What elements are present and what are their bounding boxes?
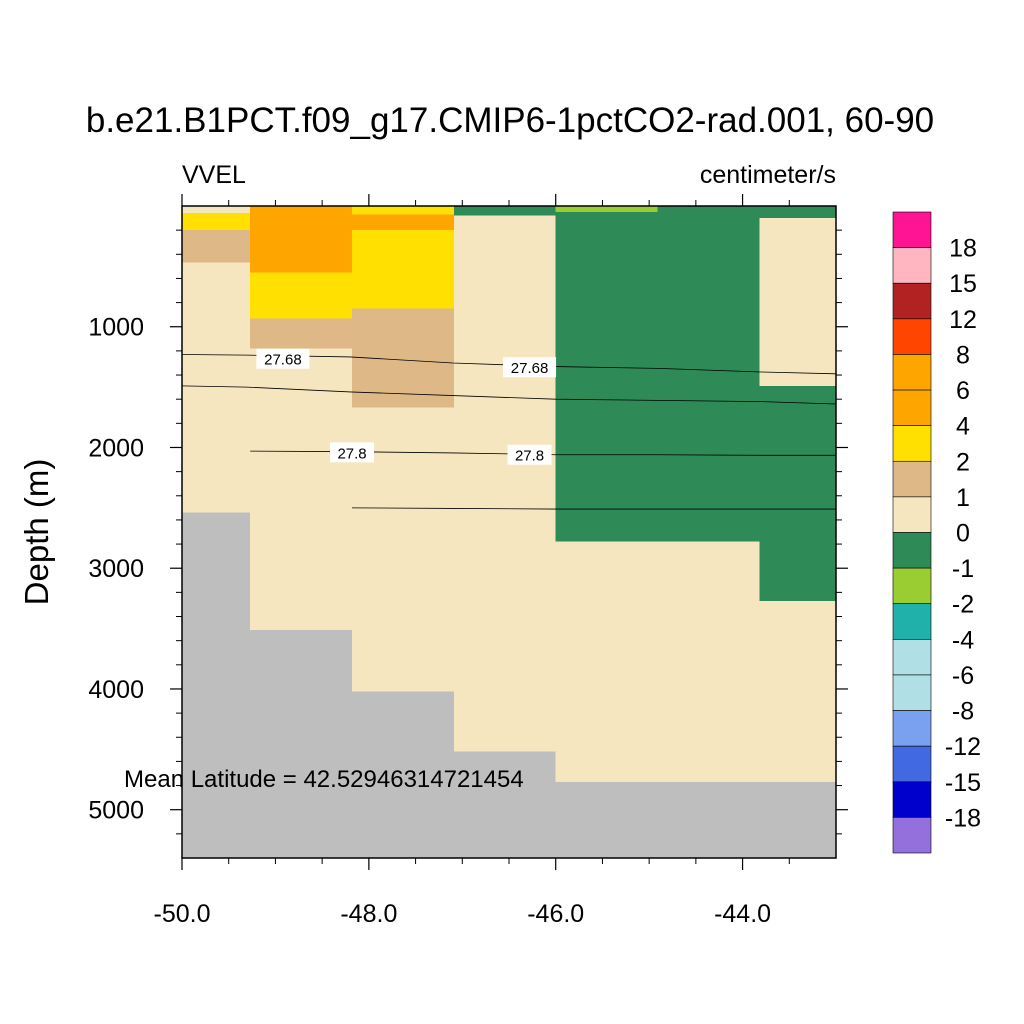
data-cell <box>453 215 556 752</box>
y-axis-label: Depth (m) <box>18 459 55 606</box>
data-cell <box>352 691 454 858</box>
contour-line <box>181 385 837 405</box>
colorbar-box <box>892 247 932 284</box>
contour-line <box>352 507 836 510</box>
colorbar-label: -18 <box>945 804 981 832</box>
colorbar-box <box>892 817 932 854</box>
data-cell <box>250 272 353 319</box>
colorbar-label: 2 <box>956 448 970 476</box>
colorbar-box <box>892 389 932 426</box>
colorbar-label: -8 <box>952 698 974 726</box>
data-cell <box>555 541 658 782</box>
x-tick-label: -46.0 <box>527 900 584 928</box>
y-tick-label: 4000 <box>88 676 144 704</box>
y-tick-label: 3000 <box>88 555 144 583</box>
data-cell <box>182 512 251 858</box>
variable-label: VVEL <box>182 161 246 189</box>
data-cell <box>352 230 454 309</box>
x-tick-label: -50.0 <box>154 900 211 928</box>
colorbar-box <box>892 781 932 818</box>
data-cell <box>182 230 251 263</box>
data-cell <box>182 213 251 231</box>
colorbar-label: -2 <box>952 591 974 619</box>
y-tick-label: 2000 <box>88 434 144 462</box>
y-tick-label: 1000 <box>88 314 144 342</box>
colorbar-box <box>892 496 932 533</box>
data-cell <box>759 781 836 858</box>
contour-label-bg <box>507 444 552 465</box>
colorbar-label: -15 <box>945 769 981 797</box>
colorbar-box <box>892 282 932 320</box>
data-cell <box>250 348 353 630</box>
data-cell <box>250 318 353 349</box>
data-cell <box>182 206 251 214</box>
data-cell <box>759 385 836 601</box>
x-tick-label: -44.0 <box>714 900 771 928</box>
colorbar-box <box>892 460 932 498</box>
colorbar-box <box>892 567 932 605</box>
data-cell <box>250 629 353 858</box>
contour-label-bg <box>330 442 375 463</box>
colorbar: 18 15 12 8 6 4 2 1 0 -1 -2 -4 -6 -8 -12 -15 -18 <box>892 211 981 854</box>
colorbar-label: -4 <box>952 626 974 654</box>
colorbar-label: 12 <box>949 306 977 334</box>
data-cell <box>352 206 454 215</box>
colorbar-box <box>892 354 932 391</box>
y-tick-label: 5000 <box>88 797 144 825</box>
axis-ticks: -50.0 -48.0 -46.0 -44.0 1000 2000 3000 4000 5000 <box>88 194 848 928</box>
colorbar-label: 1 <box>956 484 970 512</box>
units-label: centimeter/s <box>700 161 836 189</box>
data-cell <box>250 206 353 273</box>
colorbar-label: -6 <box>952 662 974 690</box>
contour-label-bg <box>503 357 557 378</box>
colorbar-box <box>892 674 932 711</box>
colorbar-label: 0 <box>956 520 970 548</box>
colorbar-box <box>892 211 932 248</box>
data-cell <box>759 206 836 219</box>
data-cell <box>453 206 556 216</box>
contour-label-bg <box>256 348 310 369</box>
colorbar-label: 4 <box>956 413 970 441</box>
colorbar-box <box>892 603 932 640</box>
data-cell <box>352 214 454 231</box>
colorbar-label: 6 <box>956 377 970 405</box>
colorbar-box <box>892 425 932 462</box>
colorbar-box <box>892 710 932 747</box>
colorbar-label: 15 <box>949 270 977 298</box>
colorbar-box <box>892 532 932 569</box>
data-cell <box>453 751 556 858</box>
data-cell <box>759 600 836 782</box>
contour-label: 27.8 <box>515 448 544 465</box>
colorbar-box <box>892 639 932 676</box>
colorbar-label: -12 <box>945 733 981 761</box>
data-cell <box>555 781 658 858</box>
colorbar-label: -1 <box>952 555 974 583</box>
x-tick-label: -48.0 <box>340 900 397 928</box>
colorbar-box <box>892 318 932 355</box>
contour-label: 27.8 <box>337 445 366 462</box>
chart-title: b.e21.B1PCT.f09_g17.CMIP6-1pctCO2-rad.00… <box>86 101 934 140</box>
contour-label: 27.68 <box>511 360 549 377</box>
data-cell <box>657 541 760 782</box>
data-cell <box>759 218 836 386</box>
data-cells <box>182 206 836 858</box>
contour-label: 27.68 <box>264 352 302 369</box>
data-cell <box>657 781 760 858</box>
data-cell <box>182 262 251 513</box>
colorbar-box <box>892 745 932 783</box>
data-cell <box>555 212 658 542</box>
mean-latitude-annotation: Mean Latitude = 42.52946314721454 <box>124 766 524 793</box>
colorbar-label: 18 <box>949 235 977 263</box>
data-cell <box>657 206 760 542</box>
data-cell <box>555 206 658 213</box>
colorbar-label: 8 <box>956 341 970 369</box>
contour-labels: 27.68 27.68 27.8 27.8 <box>256 348 557 465</box>
